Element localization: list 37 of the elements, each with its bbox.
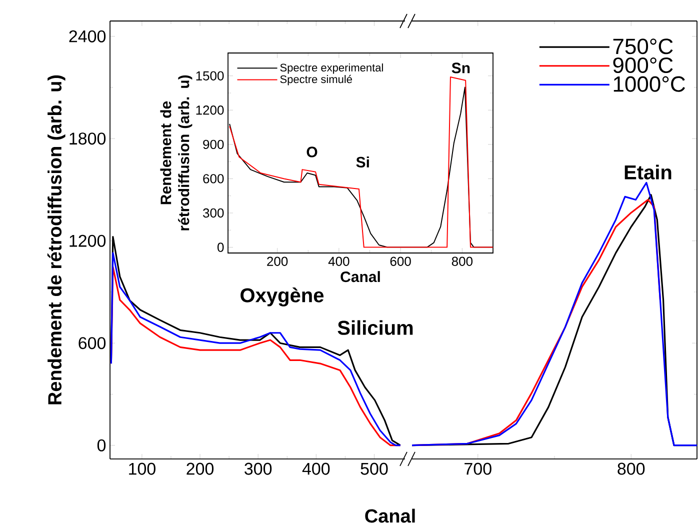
x-tick-label: 200 (186, 462, 214, 475)
y-tick-label: 600 (203, 174, 224, 184)
x-tick-label: 100 (129, 462, 156, 475)
x-tick-label: 400 (302, 462, 330, 475)
x-tick-label: 500 (360, 462, 388, 475)
x-tick-label: 400 (328, 256, 350, 266)
y-tick-label: 600 (78, 337, 106, 350)
y-axis-title: Rendement de rétrodiffusion (arb. u) (47, 75, 66, 404)
y-tick-label: 0 (217, 242, 224, 252)
y-axis-title: Rendement de rétrodiffusion (arb. u) (160, 75, 192, 230)
x-tick-label: 300 (244, 462, 272, 475)
y-tick-label: 2400 (69, 30, 106, 42)
x-tick-label: 700 (464, 462, 492, 475)
legend-label: 750°C (613, 38, 673, 54)
y-tick-label: 1800 (70, 132, 106, 145)
y-tick-label: 900 (203, 140, 224, 150)
x-axis-title: Canal (340, 271, 380, 282)
annotation: Silicium (338, 320, 413, 335)
x-axis-title: Canal (365, 508, 415, 523)
annotation: Sn (452, 62, 470, 74)
legend-label: Spectre simulé (280, 74, 352, 86)
y-tick-label: 1500 (196, 71, 224, 80)
annotation: O (306, 146, 318, 158)
x-tick-label: 200 (267, 256, 288, 266)
y-tick-label: 300 (203, 208, 224, 218)
x-tick-label: 600 (390, 256, 411, 266)
legend-label: 900°C (613, 57, 673, 74)
y-tick-label: 1200 (70, 234, 106, 247)
annotation: Etain (624, 164, 672, 180)
y-tick-label: 1200 (196, 106, 224, 115)
x-tick-label: 800 (618, 462, 645, 475)
legend-label: 1000°C (614, 76, 686, 92)
x-tick-label: 800 (452, 256, 473, 266)
y-tick-label: 0 (97, 439, 106, 452)
annotation: Si (356, 156, 369, 168)
legend-label: Spectre experimental (280, 63, 383, 74)
annotation: Oxygène (240, 287, 324, 306)
